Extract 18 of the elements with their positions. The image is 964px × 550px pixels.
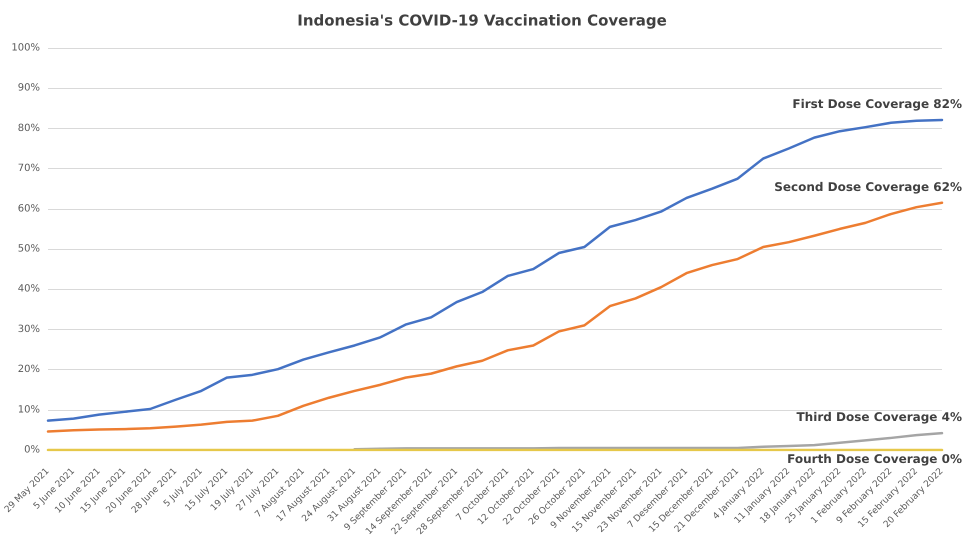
y-tick-label: 30%: [18, 324, 40, 335]
y-tick-label: 0%: [24, 444, 40, 456]
y-tick-label: 90%: [18, 82, 40, 94]
y-tick-label: 20%: [18, 364, 40, 376]
annotation: First Dose Coverage 82%: [792, 96, 962, 111]
annotation: Fourth Dose Coverage 0%: [787, 452, 962, 466]
annotation: Second Dose Coverage 62%: [774, 180, 962, 194]
y-tick-label: 10%: [18, 404, 40, 416]
line-series: [353, 432, 944, 450]
annotation: Third Dose Coverage 4%: [796, 410, 962, 424]
y-tick-label: 70%: [18, 163, 40, 174]
y-tick-label: 40%: [18, 284, 40, 295]
y-tick-label: 100%: [11, 42, 40, 54]
chart-title: Indonesia's COVID-19 Vaccination Coverage: [297, 12, 667, 30]
y-tick-label: 50%: [18, 244, 40, 254]
y-tick-label: 80%: [18, 122, 40, 134]
line-series: [46, 202, 944, 433]
y-tick-label: 60%: [18, 203, 40, 214]
